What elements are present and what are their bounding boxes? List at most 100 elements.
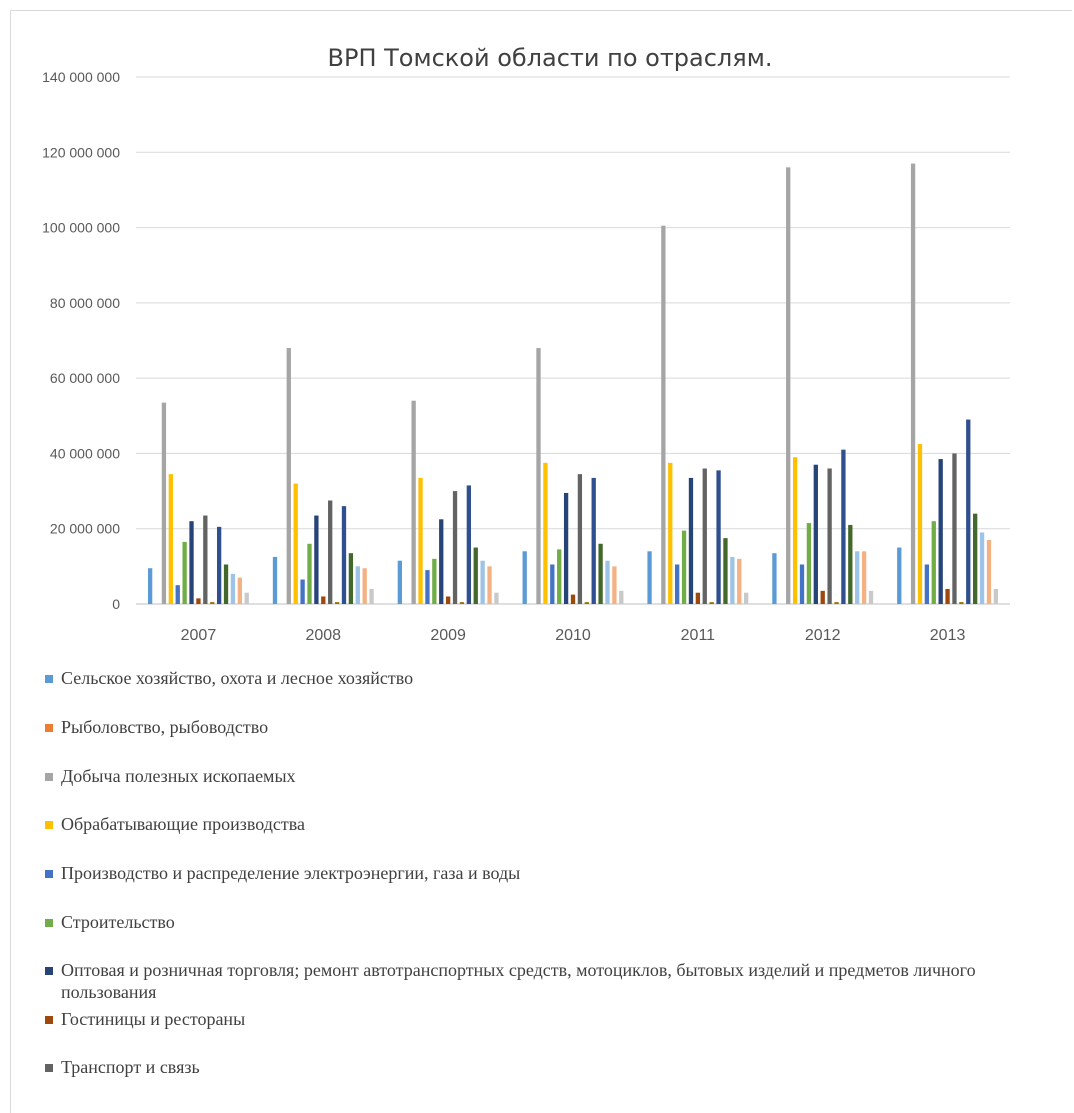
bar: [286, 348, 291, 604]
bar: [272, 556, 278, 604]
bar: [237, 577, 242, 604]
bar: [362, 568, 367, 604]
y-tick-label: 100 000 000: [42, 220, 120, 236]
bar: [605, 560, 610, 604]
legend-label: Гостиницы и рестораны: [61, 1009, 246, 1029]
bar: [439, 519, 444, 604]
bar: [737, 558, 742, 604]
legend-swatch: [45, 967, 53, 975]
legend-item: Транспорт и связь: [45, 1056, 1035, 1078]
y-tick-label: 80 000 000: [50, 295, 120, 311]
bar: [806, 523, 812, 604]
bar: [314, 515, 319, 604]
legend-item: Сельское хозяйство, охота и лесное хозяй…: [45, 667, 1035, 689]
bar: [341, 506, 347, 604]
chart-frame: [10, 10, 1072, 1113]
legend-label: Сельское хозяйство, охота и лесное хозяй…: [61, 668, 414, 688]
x-tick-label: 2007: [181, 627, 217, 644]
legend-label: Рыболовство, рыбоводство: [61, 717, 269, 737]
x-tick-label: 2009: [430, 627, 466, 644]
bar: [425, 570, 430, 604]
legend-label: Обрабатывающие производства: [61, 814, 305, 834]
bar: [168, 474, 173, 604]
x-tick-label: 2013: [930, 627, 966, 644]
bar: [973, 513, 978, 604]
bar: [938, 459, 943, 604]
bar: [959, 602, 964, 604]
bar: [334, 602, 340, 604]
bar: [584, 602, 589, 604]
bar: [487, 566, 492, 604]
bar: [473, 547, 478, 604]
bar: [917, 444, 923, 604]
bar: [716, 470, 721, 604]
bar: [598, 543, 603, 604]
legend-item: Производство и распределение электроэнер…: [45, 862, 1035, 884]
legend-item: Оптовая и розничная торговля; ремонт авт…: [45, 959, 1035, 1003]
bar: [675, 564, 680, 604]
bar: [786, 167, 791, 604]
bar: [772, 553, 777, 604]
bar: [175, 585, 180, 604]
legend-label: Транспорт и связь: [61, 1057, 200, 1077]
bar: [452, 491, 458, 604]
bar: [952, 453, 957, 604]
bar: [813, 464, 818, 604]
bar: [619, 590, 624, 604]
bar: [557, 549, 562, 604]
legend-swatch: [45, 1016, 53, 1024]
bar: [355, 566, 360, 604]
x-tick-label: 2010: [555, 627, 591, 644]
bar: [223, 564, 229, 604]
bar: [522, 551, 527, 604]
bar: [348, 553, 354, 604]
legend-item: Гостиницы и рестораны: [45, 1008, 1035, 1030]
bar: [868, 590, 874, 604]
bar: [230, 573, 236, 604]
bar: [792, 457, 798, 604]
bar: [307, 543, 312, 604]
bar: [612, 566, 617, 604]
bar: [550, 564, 555, 604]
legend-label: Строительство: [61, 912, 175, 932]
bar: [681, 530, 687, 604]
bar: [536, 348, 541, 604]
x-tick-label: 2011: [681, 627, 716, 644]
bar: [834, 602, 839, 604]
bar: [397, 560, 402, 604]
bar: [494, 592, 499, 604]
bar: [543, 462, 548, 604]
legend-swatch: [45, 870, 53, 878]
bar: [244, 592, 249, 604]
legend-swatch: [45, 919, 53, 927]
bar: [993, 588, 999, 604]
bar: [841, 449, 846, 604]
bar: [730, 556, 735, 604]
bar: [668, 462, 673, 604]
bar: [328, 500, 333, 604]
bar: [189, 521, 194, 604]
bar: [210, 602, 215, 604]
bar: [661, 225, 666, 604]
bar: [744, 592, 749, 604]
legend-swatch: [45, 821, 53, 829]
bar: [411, 400, 416, 604]
bar: [459, 602, 465, 604]
bar: [709, 602, 714, 604]
bar: [563, 492, 569, 604]
bar: [445, 596, 451, 604]
bar: [321, 596, 326, 604]
bar: [688, 477, 694, 604]
bar: [979, 532, 985, 604]
bar: [966, 419, 971, 604]
legend-swatch: [45, 1064, 53, 1072]
bar: [216, 526, 222, 604]
bar: [897, 547, 902, 604]
chart-title: ВРП Томской области по отраслям.: [327, 44, 773, 72]
bar: [577, 474, 583, 604]
bar: [861, 551, 867, 604]
bar: [147, 568, 153, 604]
bar: [647, 551, 652, 604]
bar: [986, 540, 992, 604]
y-tick-label: 0: [112, 596, 120, 612]
